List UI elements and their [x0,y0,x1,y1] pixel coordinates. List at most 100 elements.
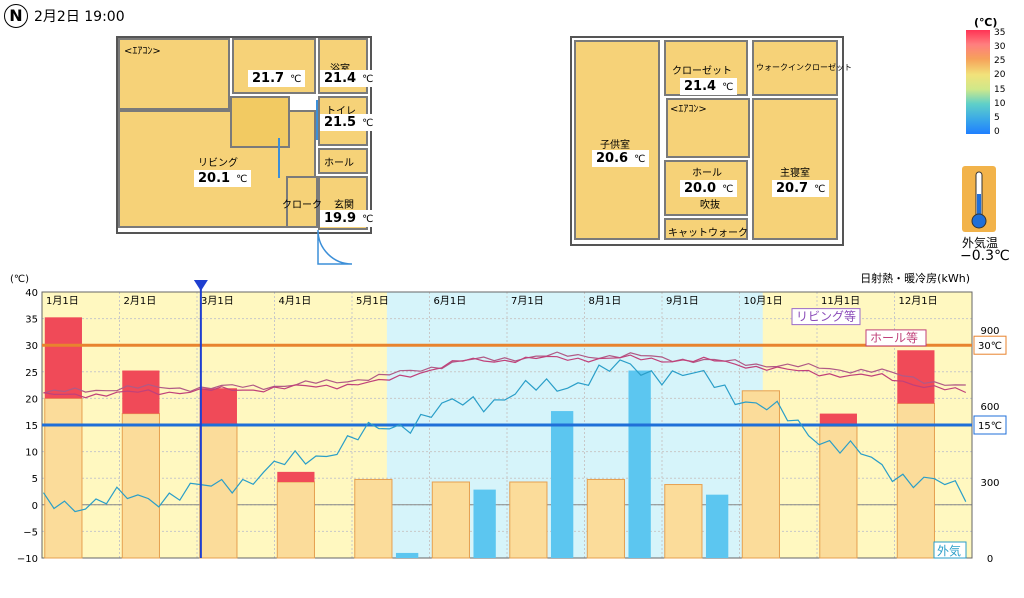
x-tick-label: 11月1日 [821,295,860,307]
solar-bar [741,390,780,559]
temp-master: 20.7 ℃ [772,180,830,197]
y-tick-label: 15 [25,421,38,432]
x-tick-label: 10月1日 [744,295,783,307]
room-label-entrance: 玄関 [334,200,354,211]
chart-svg: 40 35 30 25 20 15 10 5 0 −5 −10 (℃) 日射熱・暖冷房(kWh) 900 6… [10,271,1007,565]
compass-icon: N [4,4,28,28]
solar-bar [664,484,703,559]
x-tick-label: 5月1日 [356,295,389,307]
solar-bar [276,481,315,559]
x-tick-label: 1月1日 [46,295,79,307]
x-tick-label: 9月1日 [666,295,699,307]
solar-bar [819,425,858,559]
solar-bar [509,481,548,559]
x-tick-label: 4月1日 [279,295,312,307]
room-walkin[interactable] [752,40,838,96]
room-closet2[interactable] [664,40,748,96]
cooling-bar [473,489,496,558]
series-label: 外気 [937,543,961,558]
temperature-color-scale [966,30,990,134]
room-label-hall2: ホール [692,168,722,179]
datetime-label: 2月2日 19:00 [34,9,125,25]
floor-plan-2: 子供室 クローゼット ウォークインクローゼット <ｴｱｺﾝ> ホール 吹抜 主寝… [570,36,852,246]
room-inner [230,96,290,148]
temp-entrance: 19.9 ℃ [320,210,378,227]
series-label: リビング等 [796,310,856,324]
series-label: ホール等 [870,331,918,345]
room-label-closet1: クローク [282,200,322,211]
window-blue [316,100,318,140]
solar-bar [199,423,238,559]
temp-toilet: 21.5 ℃ [320,114,378,131]
scale-tick: 35 [994,28,1006,38]
room-label-kids: 子供室 [600,140,630,151]
room-label-living: リビング [198,158,238,169]
temp-closet2: 21.4 ℃ [680,78,738,95]
room-label-closet2: クローゼット [672,66,732,77]
room-closet1[interactable] [286,176,318,228]
y-axis-label: (℃) [10,274,29,285]
outdoor-temp-value: −0.3℃ [960,248,1010,264]
room-label-master: 主寝室 [780,168,810,179]
x-tick-label: 7月1日 [511,295,544,307]
scale-tick: 15 [994,85,1006,95]
y2-tick-label: 600 [980,402,999,413]
time-cursor-handle [193,280,208,291]
y2-tick-label: 300 [980,478,999,489]
series-line [43,359,967,513]
cooling-bar [628,370,651,558]
room-hall1[interactable] [318,148,368,174]
solar-bar [44,397,83,559]
y-tick-label: 40 [25,288,38,299]
y-tick-label: 20 [25,394,38,405]
temp-living: 20.1 ℃ [194,170,252,187]
room-aircon1[interactable] [118,38,230,110]
room-label-aircon2: <ｴｱｺﾝ> [670,104,707,115]
y-tick-label: 35 [25,315,38,326]
scale-tick: 30 [994,42,1006,52]
cooling-bar [395,552,419,558]
series-label-box [791,308,861,326]
temp-small: 21.7 ℃ [248,70,306,87]
room-label-fukinuke: 吹抜 [700,200,720,211]
x-tick-label: 6月1日 [434,295,467,307]
solar-bar [121,413,160,559]
y-tick-label: 10 [25,448,38,459]
heating-bar [44,317,82,399]
y-tick-label: 25 [25,368,38,379]
threshold-label: 15℃ [978,421,1002,432]
solar-bar [354,478,393,559]
y-tick-label: 5 [32,474,38,485]
room-label-walkin: ウォークインクローゼット [756,63,852,72]
room-label-catwalk: キャットウォーク [668,228,748,239]
series-label-box [933,541,967,559]
scale-tick: 10 [994,99,1006,109]
window-blue [278,138,280,178]
cooling-bar [550,411,574,558]
y-tick-label: 0 [32,501,38,512]
room-aircon2[interactable] [666,98,750,158]
temp-hall2: 20.0 ℃ [680,180,738,197]
room-master[interactable] [752,98,838,240]
threshold-label: 30℃ [978,341,1002,352]
solar-bar [431,481,470,559]
annual-chart: 40 35 30 25 20 15 10 5 0 −5 −10 (℃) 日射熱・暖冷房(kWh) 900 6… [0,266,1024,594]
room-catwalk[interactable] [664,218,748,240]
room-kids[interactable] [574,40,660,240]
room-label-aircon1: <ｴｱｺﾝ> [124,46,161,57]
entrance-door-arc [317,229,353,265]
series-line [43,354,967,399]
series-line [43,351,966,394]
scale-tick: 5 [994,113,1000,123]
heating-bar [277,471,315,482]
solar-bar [896,402,935,559]
scale-tick: 20 [994,70,1006,80]
scale-unit: (℃) [974,16,998,29]
x-tick-label: 12月1日 [899,295,938,307]
y-tick-label: 30 [25,341,38,352]
y-tick-label: −5 [23,527,38,538]
threshold-label-box [973,415,1007,435]
x-tick-label: 3月1日 [201,295,234,307]
x-tick-label: 8月1日 [589,295,622,307]
scale-tick: 25 [994,56,1006,66]
